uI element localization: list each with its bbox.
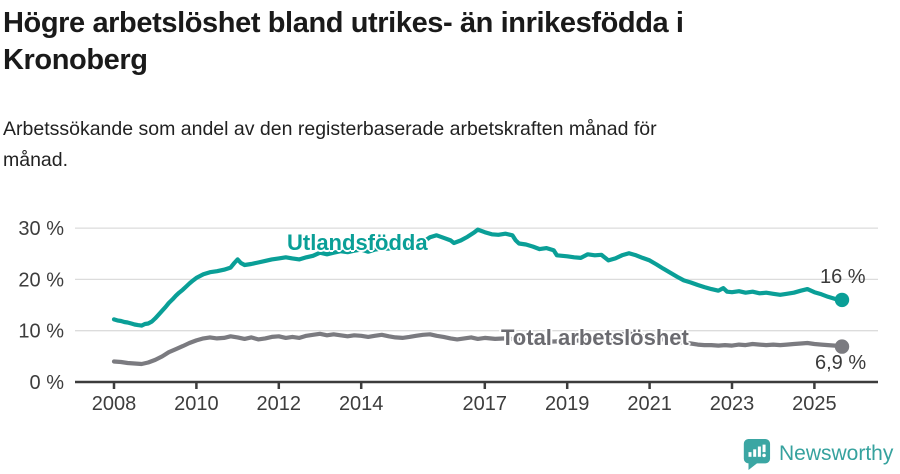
page-subtitle: Arbetssökande som andel av den registerb… (3, 118, 657, 172)
x-axis-tick-label: 2012 (257, 393, 302, 415)
series-end-dot-total-arbetsloshet (834, 339, 850, 354)
brand-name: Newsworthy (779, 442, 894, 465)
x-axis-tick-label: 2023 (710, 393, 755, 415)
series-line-utlandsfodda (111, 227, 845, 328)
newsworthy-brand-link[interactable]: Newsworthy (741, 438, 893, 470)
series-line-total-arbetsloshet (111, 331, 845, 367)
x-axis-tick-label: 2008 (92, 393, 137, 415)
page-title: Högre arbetslöshet bland utrikes- än inr… (3, 7, 684, 77)
y-axis-tick-label: 10 % (18, 321, 64, 343)
series-end-dot-utlandsfodda (834, 292, 850, 308)
newsworthy-pin-barchart-icon (743, 439, 771, 470)
x-axis-tick-label: 2017 (463, 393, 508, 415)
x-axis-tick-label: 2019 (545, 393, 590, 415)
series-label-total-arbetsloshet: Total arbetslöshet (501, 325, 689, 350)
x-axis-tick-label: 2025 (792, 393, 837, 415)
x-axis-tick-label: 2010 (174, 393, 219, 415)
series-label-utlandsfodda: Utlandsfödda (287, 230, 428, 255)
end-value-label-utlandsfodda: 16 % (820, 266, 866, 288)
x-axis-tick-label: 2014 (339, 393, 384, 415)
y-axis-tick-label: 0 % (30, 372, 65, 394)
end-value-label-total: 6,9 % (815, 352, 867, 374)
y-axis-tick-label: 30 % (18, 218, 64, 240)
y-axis-tick-label: 20 % (18, 269, 64, 291)
x-axis-tick-label: 2021 (627, 393, 672, 415)
